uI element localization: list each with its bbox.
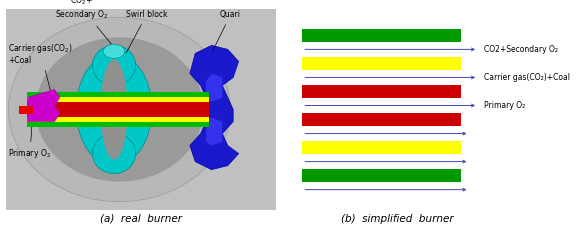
Bar	[28, 117, 209, 122]
Ellipse shape	[9, 17, 230, 202]
Bar	[302, 85, 461, 98]
Ellipse shape	[92, 134, 136, 174]
Polygon shape	[190, 45, 238, 170]
Polygon shape	[28, 89, 60, 122]
Text: Quari: Quari	[213, 10, 241, 51]
Bar	[28, 97, 209, 102]
Bar	[302, 57, 461, 70]
Bar	[28, 102, 209, 117]
Text: Carrier gas(CO₂)+Coal: Carrier gas(CO₂)+Coal	[484, 73, 570, 82]
Ellipse shape	[76, 53, 152, 166]
Bar	[28, 92, 209, 97]
Text: Primary O₂: Primary O₂	[484, 101, 525, 110]
Ellipse shape	[101, 59, 128, 160]
Bar	[302, 29, 461, 42]
Bar	[302, 113, 461, 126]
Ellipse shape	[103, 44, 125, 58]
Text: Carrier gas(CO$_2$)
+Coal: Carrier gas(CO$_2$) +Coal	[9, 42, 73, 93]
Ellipse shape	[92, 45, 136, 86]
Bar	[302, 141, 461, 154]
Bar	[302, 169, 461, 182]
Polygon shape	[206, 117, 222, 146]
Text: Primary O$_2$: Primary O$_2$	[9, 114, 51, 160]
Text: CO$_2$+
Secondary O$_2$: CO$_2$+ Secondary O$_2$	[55, 0, 112, 45]
Text: Swirl block: Swirl block	[126, 10, 167, 53]
Text: (b)  simplified  burner: (b) simplified burner	[341, 214, 454, 224]
Text: (a)  real  burner: (a) real burner	[100, 214, 182, 224]
Text: CO2+Secondary O₂: CO2+Secondary O₂	[484, 45, 558, 54]
Polygon shape	[206, 73, 222, 102]
Bar	[19, 106, 33, 113]
Ellipse shape	[36, 37, 203, 182]
Bar	[28, 122, 209, 127]
